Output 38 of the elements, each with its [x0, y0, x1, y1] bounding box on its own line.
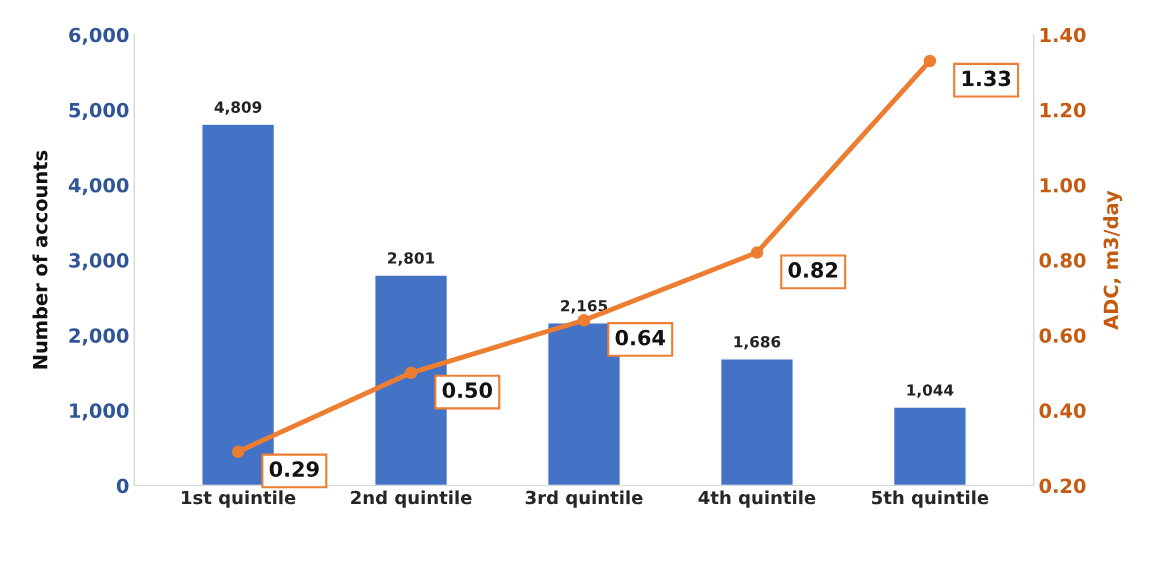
y2-tick-label: 0.20: [1039, 478, 1086, 494]
y-tick-label: 4,000: [68, 177, 129, 196]
data-label: 1.33: [962, 70, 1011, 87]
x-tick-label: 4th quintile: [698, 490, 816, 508]
x-tick-label: 2nd quintile: [351, 490, 472, 508]
data-label: 2,801: [388, 252, 435, 266]
data-label: 1,686: [734, 335, 781, 350]
y-axis-title: Number of accounts: [32, 150, 48, 369]
x-tick-label: 5th quintile: [872, 490, 989, 508]
data-label: 0.64: [615, 329, 665, 346]
x-tick-label: 3rd quintile: [525, 490, 643, 508]
data-label: 0.29: [269, 461, 319, 477]
point: [750, 246, 764, 259]
x-tick-label: 1st quintile: [181, 490, 296, 508]
y-tick-label: 1,000: [70, 403, 129, 421]
bar: [892, 406, 967, 486]
point: [231, 445, 245, 458]
y-tick-label: 6,000: [69, 27, 129, 45]
y2-tick-label: 1.00: [1040, 177, 1086, 193]
point: [577, 313, 591, 327]
bar: [719, 358, 794, 486]
data-label: 0.50: [442, 382, 493, 399]
data-label: 4,809: [214, 101, 262, 115]
y-tick-label: 2,000: [69, 328, 129, 346]
y2-tick-label: 1.40: [1040, 27, 1086, 43]
y-tick-label: 3,000: [69, 253, 129, 271]
y-tick-label: 0: [116, 478, 129, 494]
point: [923, 54, 937, 68]
data-label: 2,165: [561, 299, 608, 314]
y-tick-label: 5,000: [69, 102, 129, 120]
y2-tick-label: 0.40: [1039, 403, 1086, 419]
y2-tick-label: 1.20: [1040, 102, 1086, 118]
point: [404, 366, 418, 380]
data-label: 1,044: [907, 384, 954, 398]
y2-tick-label: 0.60: [1039, 328, 1086, 343]
data-label: 0.82: [788, 262, 838, 278]
y2-axis-title: ADC, m3/day: [1103, 190, 1123, 330]
y2-tick-label: 0.80: [1039, 253, 1086, 268]
